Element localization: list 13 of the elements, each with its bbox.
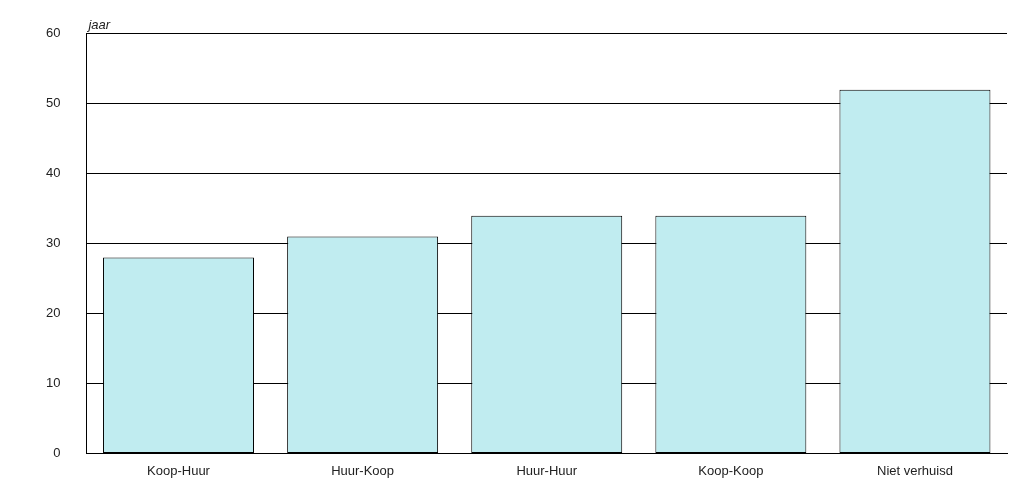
x-tick-label: Koop-Koop [698,462,764,478]
y-tick-label: 60 [45,25,61,41]
y-tick-label: 40 [45,165,61,181]
x-tick-label: Koop-Huur [147,462,211,478]
x-tick-label: Huur-Koop [331,462,395,478]
y-axis-title: jaar [86,16,111,32]
y-tick-label: 30 [45,235,61,251]
x-tick-label: Huur-Huur [516,462,578,478]
y-tick-label: 10 [45,375,61,391]
y-tick-label: 0 [53,444,61,460]
x-tick-label: Niet verhuisd [877,462,953,478]
y-tick-label: 50 [45,95,61,111]
y-tick-label: 20 [45,305,61,321]
